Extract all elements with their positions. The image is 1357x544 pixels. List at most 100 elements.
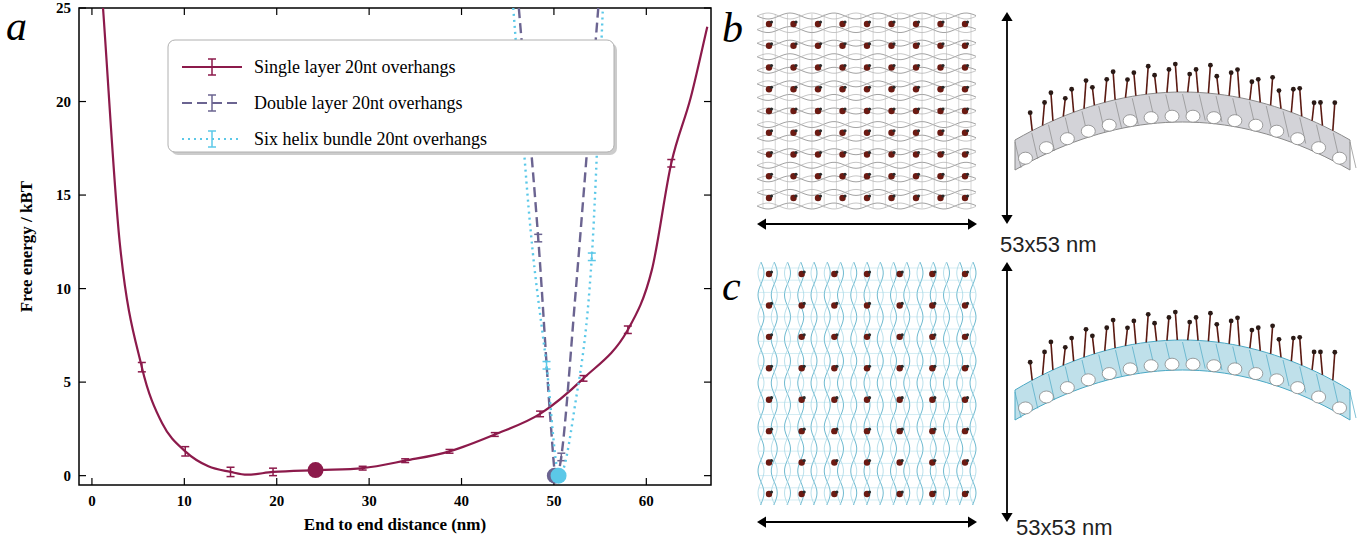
overhang	[819, 151, 822, 154]
overhang	[864, 459, 870, 465]
arrow-head	[968, 218, 977, 229]
helix-end	[1165, 358, 1179, 370]
overhang-strand	[1250, 330, 1252, 348]
overhang	[937, 130, 943, 136]
overhang	[888, 151, 894, 157]
panel-letter: a	[6, 3, 27, 49]
overhang-tip	[1270, 75, 1275, 80]
overhang	[868, 86, 871, 89]
overhang	[929, 459, 935, 465]
overhang	[819, 107, 822, 110]
crossover	[897, 14, 898, 208]
overhang	[766, 173, 772, 179]
error-bar-cap	[491, 432, 499, 434]
overhang	[815, 108, 821, 114]
y-tick	[79, 194, 86, 195]
overhang-tip	[1146, 64, 1151, 69]
overhang	[864, 173, 870, 179]
crossover	[759, 341, 975, 342]
overhang	[966, 173, 969, 176]
helix-strand	[944, 262, 950, 505]
overhang	[892, 151, 895, 154]
overhang-tip	[1104, 325, 1109, 330]
overhang	[962, 428, 968, 434]
overhang	[901, 396, 904, 399]
panel-letter: b	[722, 5, 743, 51]
overhang	[790, 21, 796, 27]
error-bar-stem	[671, 160, 673, 167]
overhang	[864, 365, 870, 371]
overhang	[794, 129, 797, 132]
overhang	[770, 270, 773, 273]
legend-error-symbol	[208, 110, 216, 112]
overhang-strand	[1196, 317, 1198, 340]
overhang	[770, 42, 773, 45]
error-bar-cap	[401, 462, 409, 464]
overhang	[929, 271, 935, 277]
overhang	[803, 333, 806, 336]
overhang	[798, 302, 804, 308]
overhang	[839, 130, 845, 136]
helix-strand	[851, 262, 857, 505]
helix-strand	[757, 54, 976, 60]
overhang	[831, 459, 837, 465]
overhang-tip	[1069, 336, 1074, 341]
x-tick-label: 50	[546, 493, 561, 509]
overhang	[831, 302, 837, 308]
overhang	[815, 173, 821, 179]
overhang	[831, 491, 837, 497]
size-label: 53x53 nm	[1016, 515, 1113, 540]
overhang	[839, 43, 845, 49]
error-bar-cap	[536, 410, 544, 412]
helix-end	[1228, 363, 1242, 375]
crossover	[787, 14, 788, 208]
side-view-helix	[1350, 392, 1356, 418]
y-tick	[704, 101, 711, 102]
overhang	[819, 64, 822, 67]
overhang-tip	[1256, 325, 1261, 330]
error-bar-stem	[537, 234, 539, 241]
overhang	[901, 333, 904, 336]
overhang-strand	[1217, 324, 1219, 342]
overhang	[962, 173, 968, 179]
helix-end	[1186, 358, 1200, 370]
helix-end	[1060, 133, 1074, 145]
helix-strand	[757, 162, 976, 168]
helix-strand	[904, 262, 910, 505]
crossover	[971, 14, 972, 208]
overhang-strand	[1271, 326, 1273, 354]
overhang	[962, 86, 968, 92]
error-bar-cap	[667, 159, 675, 161]
overhang	[815, 43, 821, 49]
overhang-tip	[1312, 100, 1317, 105]
helix-strand	[785, 262, 791, 505]
helix-strand	[757, 94, 976, 100]
overhang	[937, 108, 943, 114]
overhang	[790, 108, 796, 114]
overhang	[966, 270, 969, 273]
helix-strand	[877, 262, 883, 505]
helix-end	[1123, 363, 1137, 375]
crossover	[759, 268, 975, 269]
error-bar	[359, 466, 367, 470]
overhang	[794, 107, 797, 110]
overhang-strand	[1300, 88, 1302, 116]
overhang-tip	[1235, 67, 1240, 72]
helix-strand	[757, 108, 976, 114]
overhang-strand	[1188, 74, 1190, 92]
crossover	[909, 14, 910, 208]
x-tick	[184, 8, 185, 15]
overhang	[929, 397, 935, 403]
overhang	[843, 86, 846, 89]
arrow-head	[968, 516, 977, 527]
overhang	[868, 333, 871, 336]
overhang-tip	[1187, 320, 1192, 325]
overhang	[864, 64, 870, 70]
overhang-strand	[1051, 342, 1053, 370]
legend-box	[168, 40, 614, 152]
helix-strand	[758, 262, 764, 505]
overhang	[770, 64, 773, 67]
overhang-strand	[1333, 103, 1335, 131]
overhang	[933, 459, 936, 462]
crossover	[759, 377, 975, 378]
